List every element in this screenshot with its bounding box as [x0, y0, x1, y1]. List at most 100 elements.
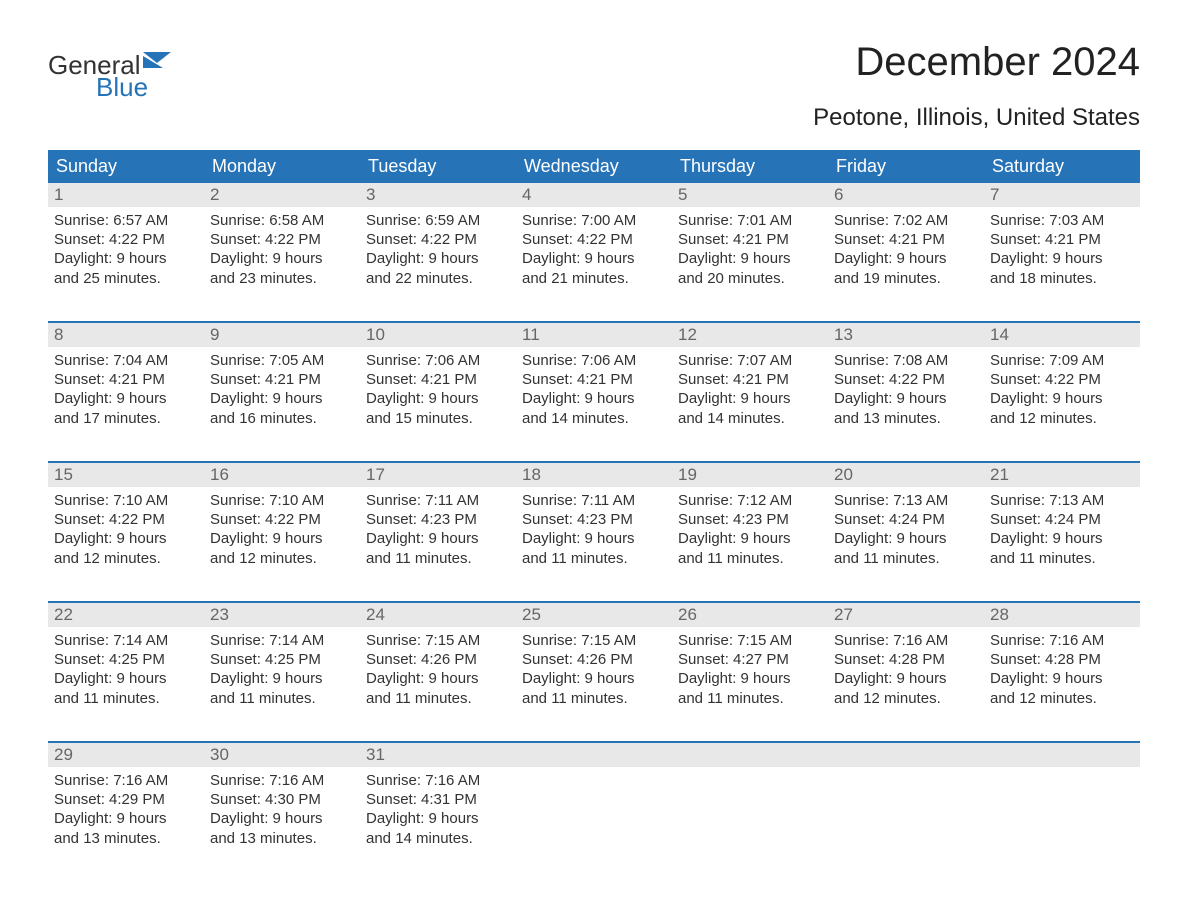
day-number: 7	[984, 183, 1140, 207]
day-sunrise: Sunrise: 7:16 AM	[210, 771, 354, 790]
day-cell: 27Sunrise: 7:16 AMSunset: 4:28 PMDayligh…	[828, 603, 984, 723]
day-body: Sunrise: 7:01 AMSunset: 4:21 PMDaylight:…	[672, 207, 828, 294]
day-d2: and 11 minutes.	[366, 549, 510, 568]
day-sunset: Sunset: 4:21 PM	[54, 370, 198, 389]
day-sunset: Sunset: 4:22 PM	[54, 510, 198, 529]
day-sunset: Sunset: 4:22 PM	[210, 230, 354, 249]
day-header-cell: Tuesday	[360, 150, 516, 183]
day-body: Sunrise: 7:06 AMSunset: 4:21 PMDaylight:…	[516, 347, 672, 434]
day-d1: Daylight: 9 hours	[210, 809, 354, 828]
day-body: Sunrise: 7:11 AMSunset: 4:23 PMDaylight:…	[516, 487, 672, 574]
day-number: 14	[984, 323, 1140, 347]
day-sunrise: Sunrise: 7:01 AM	[678, 211, 822, 230]
day-body: Sunrise: 7:05 AMSunset: 4:21 PMDaylight:…	[204, 347, 360, 434]
day-sunset: Sunset: 4:22 PM	[990, 370, 1134, 389]
day-d2: and 17 minutes.	[54, 409, 198, 428]
day-number: 28	[984, 603, 1140, 627]
location-subtitle: Peotone, Illinois, United States	[48, 104, 1140, 132]
day-d1: Daylight: 9 hours	[54, 529, 198, 548]
day-d1: Daylight: 9 hours	[834, 249, 978, 268]
day-sunset: Sunset: 4:23 PM	[678, 510, 822, 529]
day-d2: and 11 minutes.	[990, 549, 1134, 568]
day-body: Sunrise: 7:14 AMSunset: 4:25 PMDaylight:…	[48, 627, 204, 714]
day-body: Sunrise: 7:11 AMSunset: 4:23 PMDaylight:…	[360, 487, 516, 574]
day-sunset: Sunset: 4:22 PM	[210, 510, 354, 529]
day-d2: and 11 minutes.	[210, 689, 354, 708]
day-d1: Daylight: 9 hours	[522, 249, 666, 268]
day-d2: and 20 minutes.	[678, 269, 822, 288]
day-d2: and 19 minutes.	[834, 269, 978, 288]
day-cell: 16Sunrise: 7:10 AMSunset: 4:22 PMDayligh…	[204, 463, 360, 583]
day-sunset: Sunset: 4:28 PM	[990, 650, 1134, 669]
day-number-empty	[984, 743, 1140, 767]
day-d1: Daylight: 9 hours	[210, 669, 354, 688]
day-d2: and 14 minutes.	[522, 409, 666, 428]
day-d1: Daylight: 9 hours	[678, 249, 822, 268]
day-d2: and 12 minutes.	[834, 689, 978, 708]
day-cell: 26Sunrise: 7:15 AMSunset: 4:27 PMDayligh…	[672, 603, 828, 723]
day-d1: Daylight: 9 hours	[366, 809, 510, 828]
day-cell: 24 Sunrise: 7:15 AMSunset: 4:26 PMDayligh…	[360, 603, 516, 723]
day-d2: and 18 minutes.	[990, 269, 1134, 288]
day-number: 13	[828, 323, 984, 347]
day-number: 6	[828, 183, 984, 207]
day-d1: Daylight: 9 hours	[522, 529, 666, 548]
day-cell: 6Sunrise: 7:02 AMSunset: 4:21 PMDaylight…	[828, 183, 984, 303]
day-number: 27	[828, 603, 984, 627]
day-d2: and 11 minutes.	[678, 689, 822, 708]
day-sunrise: Sunrise: 7:08 AM	[834, 351, 978, 370]
day-number-empty	[516, 743, 672, 767]
day-sunset: Sunset: 4:29 PM	[54, 790, 198, 809]
day-sunset: Sunset: 4:25 PM	[210, 650, 354, 669]
day-body: Sunrise: 7:16 AMSunset: 4:28 PMDaylight:…	[828, 627, 984, 714]
day-number: 17	[360, 463, 516, 487]
day-body: Sunrise: 7:16 AMSunset: 4:29 PMDaylight:…	[48, 767, 204, 854]
day-sunrise: Sunrise: 7:16 AM	[834, 631, 978, 650]
week-row: 29Sunrise: 7:16 AMSunset: 4:29 PMDayligh…	[48, 741, 1140, 863]
day-cell: 31Sunrise: 7:16 AMSunset: 4:31 PMDayligh…	[360, 743, 516, 863]
day-sunrise: Sunrise: 7:14 AM	[54, 631, 198, 650]
day-sunset: Sunset: 4:26 PM	[366, 650, 510, 669]
day-sunrise: Sunrise: 7:10 AM	[210, 491, 354, 510]
day-body: Sunrise: 7:08 AMSunset: 4:22 PMDaylight:…	[828, 347, 984, 434]
day-d1: Daylight: 9 hours	[678, 389, 822, 408]
day-number: 22	[48, 603, 204, 627]
day-sunset: Sunset: 4:23 PM	[366, 510, 510, 529]
week-row: 22Sunrise: 7:14 AMSunset: 4:25 PMDayligh…	[48, 601, 1140, 723]
day-body: Sunrise: 7:04 AMSunset: 4:21 PMDaylight:…	[48, 347, 204, 434]
day-number: 9	[204, 323, 360, 347]
page-title: December 2024	[855, 40, 1140, 85]
week-row: 1Sunrise: 6:57 AMSunset: 4:22 PMDaylight…	[48, 183, 1140, 303]
day-cell: 20Sunrise: 7:13 AMSunset: 4:24 PMDayligh…	[828, 463, 984, 583]
day-body: Sunrise: 7:03 AMSunset: 4:21 PMDaylight:…	[984, 207, 1140, 294]
day-d2: and 11 minutes.	[522, 689, 666, 708]
day-sunrise: Sunrise: 7:11 AM	[522, 491, 666, 510]
day-sunrise: Sunrise: 7:16 AM	[990, 631, 1134, 650]
day-sunrise: Sunrise: 7:10 AM	[54, 491, 198, 510]
day-body: Sunrise: 7:13 AMSunset: 4:24 PMDaylight:…	[828, 487, 984, 574]
day-d1: Daylight: 9 hours	[54, 809, 198, 828]
day-sunset: Sunset: 4:21 PM	[990, 230, 1134, 249]
day-sunset: Sunset: 4:26 PM	[522, 650, 666, 669]
logo: General Blue	[48, 52, 173, 100]
day-sunrise: Sunrise: 7:15 AM	[366, 631, 510, 650]
day-number: 24	[360, 603, 516, 627]
day-sunrise: Sunrise: 7:12 AM	[678, 491, 822, 510]
day-sunrise: Sunrise: 7:09 AM	[990, 351, 1134, 370]
day-d1: Daylight: 9 hours	[210, 529, 354, 548]
day-d2: and 11 minutes.	[522, 549, 666, 568]
day-cell: 14Sunrise: 7:09 AMSunset: 4:22 PMDayligh…	[984, 323, 1140, 443]
day-d1: Daylight: 9 hours	[366, 669, 510, 688]
day-cell: 18Sunrise: 7:11 AMSunset: 4:23 PMDayligh…	[516, 463, 672, 583]
day-number-empty	[672, 743, 828, 767]
day-number: 21	[984, 463, 1140, 487]
day-d1: Daylight: 9 hours	[678, 669, 822, 688]
day-sunrise: Sunrise: 7:14 AM	[210, 631, 354, 650]
day-cell: 8Sunrise: 7:04 AMSunset: 4:21 PMDaylight…	[48, 323, 204, 443]
day-sunrise: Sunrise: 6:57 AM	[54, 211, 198, 230]
day-header-cell: Thursday	[672, 150, 828, 183]
day-header-cell: Wednesday	[516, 150, 672, 183]
day-number: 5	[672, 183, 828, 207]
day-body: Sunrise: 7:09 AMSunset: 4:22 PMDaylight:…	[984, 347, 1140, 434]
day-d1: Daylight: 9 hours	[990, 249, 1134, 268]
